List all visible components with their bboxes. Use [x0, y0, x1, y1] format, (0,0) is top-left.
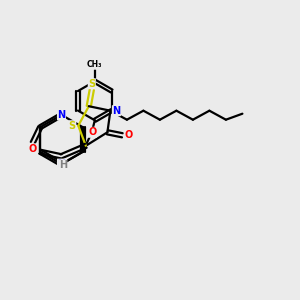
Text: S: S — [88, 79, 95, 89]
Text: S: S — [69, 121, 76, 131]
Text: O: O — [88, 127, 97, 137]
Text: N: N — [57, 110, 66, 120]
Text: O: O — [28, 144, 37, 154]
Text: N: N — [57, 159, 66, 169]
Text: O: O — [124, 130, 133, 140]
Text: CH₃: CH₃ — [87, 60, 103, 69]
Text: N: N — [112, 106, 121, 116]
Text: H: H — [58, 160, 67, 170]
